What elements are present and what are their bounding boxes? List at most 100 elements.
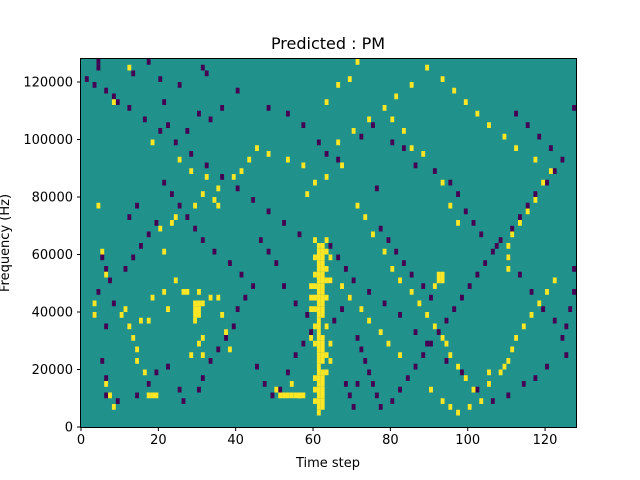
heatmap-cell-high xyxy=(463,99,468,105)
heatmap-cell-high xyxy=(320,243,325,249)
heatmap-cell-high xyxy=(475,110,480,117)
plot-frame xyxy=(80,58,577,428)
heatmap-cell-low xyxy=(181,398,186,404)
x-tick-label: 120 xyxy=(533,433,558,448)
heatmap-cell-high xyxy=(328,254,333,261)
heatmap-cell-high xyxy=(320,375,325,381)
heatmap-cell-low xyxy=(243,294,248,301)
heatmap-cell-low xyxy=(390,398,395,404)
heatmap-cell-high xyxy=(456,220,460,226)
heatmap-cell-low xyxy=(432,168,437,174)
heatmap-cell-low xyxy=(510,225,515,232)
heatmap-cell-high xyxy=(440,398,445,404)
heatmap-cell-high xyxy=(320,340,325,347)
heatmap-cell-high xyxy=(289,381,294,387)
heatmap-cell-high xyxy=(111,404,116,410)
heatmap-cell-high xyxy=(96,202,101,209)
heatmap-cell-low xyxy=(467,283,472,289)
heatmap-cell-high xyxy=(487,369,491,376)
heatmap-cell-high xyxy=(200,335,205,341)
heatmap-cell-high xyxy=(394,93,399,100)
heatmap-cell-low xyxy=(169,191,174,197)
heatmap-cell-high xyxy=(510,231,515,238)
chart-title: Predicted : PM xyxy=(271,34,385,53)
heatmap-cell-high xyxy=(320,346,325,353)
heatmap-cell-low xyxy=(374,392,379,399)
heatmap-cell-low xyxy=(560,156,565,163)
heatmap-cell-low xyxy=(166,122,170,128)
heatmap-cell-low xyxy=(96,64,101,71)
heatmap-cell-high xyxy=(316,266,321,272)
heatmap-cell-low xyxy=(200,375,205,381)
y-axis-ticks: 0 20000 40000 60000 80000 100000 120000 xyxy=(23,76,81,436)
heatmap-cell-high xyxy=(537,300,542,307)
y-tick-label: 120000 xyxy=(23,76,73,91)
heatmap-cell-low xyxy=(185,214,190,220)
heatmap-cell-low xyxy=(258,237,263,243)
heatmap-cell-high xyxy=(529,312,534,318)
heatmap-cell-high xyxy=(514,335,518,341)
heatmap-cell-high xyxy=(173,214,178,220)
heatmap-cell-low xyxy=(115,99,120,105)
heatmap-cell-low xyxy=(293,300,298,307)
heatmap-cell-high xyxy=(429,386,433,393)
heatmap-cell-high xyxy=(185,289,190,295)
heatmap-cell-low xyxy=(162,179,167,186)
heatmap-cell-low xyxy=(545,363,549,370)
heatmap-cell-high xyxy=(521,323,526,330)
heatmap-cell-high xyxy=(359,306,364,312)
heatmap-cell-high xyxy=(367,116,372,123)
heatmap-cell-high xyxy=(173,277,178,284)
heatmap-cell-high xyxy=(452,87,457,94)
heatmap-cell-low xyxy=(429,294,433,301)
heatmap-cell-high xyxy=(432,283,437,289)
heatmap-cell-high xyxy=(324,266,329,272)
heatmap-cell-low xyxy=(429,340,433,347)
heatmap-cell-high xyxy=(371,231,375,238)
heatmap-cell-low xyxy=(525,202,530,209)
y-axis-label: Frequency (Hz) xyxy=(0,194,13,292)
heatmap-cell-low xyxy=(104,375,109,381)
heatmap-cell-high xyxy=(297,392,302,399)
heatmap-cell-high xyxy=(316,289,321,295)
heatmap-cell-low xyxy=(336,156,341,163)
y-tick-label: 40000 xyxy=(32,306,73,321)
heatmap-cell-high xyxy=(324,277,329,284)
heatmap-cell-high xyxy=(150,139,155,146)
heatmap-cell-high xyxy=(193,317,198,324)
heatmap-cell-low xyxy=(444,358,449,364)
heatmap-cell-high xyxy=(313,375,317,381)
heatmap-cell-high xyxy=(154,392,159,399)
heatmap-cell-high xyxy=(208,294,213,301)
heatmap-cell-low xyxy=(92,82,97,88)
heatmap-cell-low xyxy=(285,369,290,376)
heatmap-cell-low xyxy=(96,59,101,65)
heatmap-cell-high xyxy=(336,139,341,146)
heatmap-cell-high xyxy=(92,312,97,318)
heatmap-cell-high xyxy=(328,340,333,347)
heatmap-cell-high xyxy=(498,369,503,376)
heatmap-cell-high xyxy=(347,294,352,301)
x-tick-label: 40 xyxy=(227,433,244,448)
heatmap-cell-low xyxy=(193,225,198,232)
heatmap-cell-high xyxy=(313,254,317,261)
heatmap-cell-high xyxy=(316,306,321,312)
heatmap-cell-low xyxy=(490,398,495,404)
heatmap-cell-high xyxy=(320,294,325,301)
heatmap-cell-low xyxy=(123,266,128,272)
heatmap-cell-high xyxy=(324,294,329,301)
heatmap-cell-high xyxy=(150,294,155,301)
heatmap-cell-high xyxy=(417,300,422,307)
heatmap-cell-high xyxy=(309,294,314,301)
heatmap-cell-low xyxy=(506,392,511,399)
heatmap-cell-high xyxy=(123,306,128,312)
heatmap-cell-low xyxy=(425,340,430,347)
heatmap-cell-high xyxy=(104,271,109,278)
heatmap-cell-high xyxy=(285,392,290,399)
heatmap-cell-high xyxy=(189,352,194,358)
heatmap-cell-high xyxy=(100,248,105,255)
heatmap-cell-high xyxy=(444,340,449,347)
heatmap-cell-low xyxy=(552,168,557,174)
heatmap-cell-low xyxy=(398,386,402,393)
